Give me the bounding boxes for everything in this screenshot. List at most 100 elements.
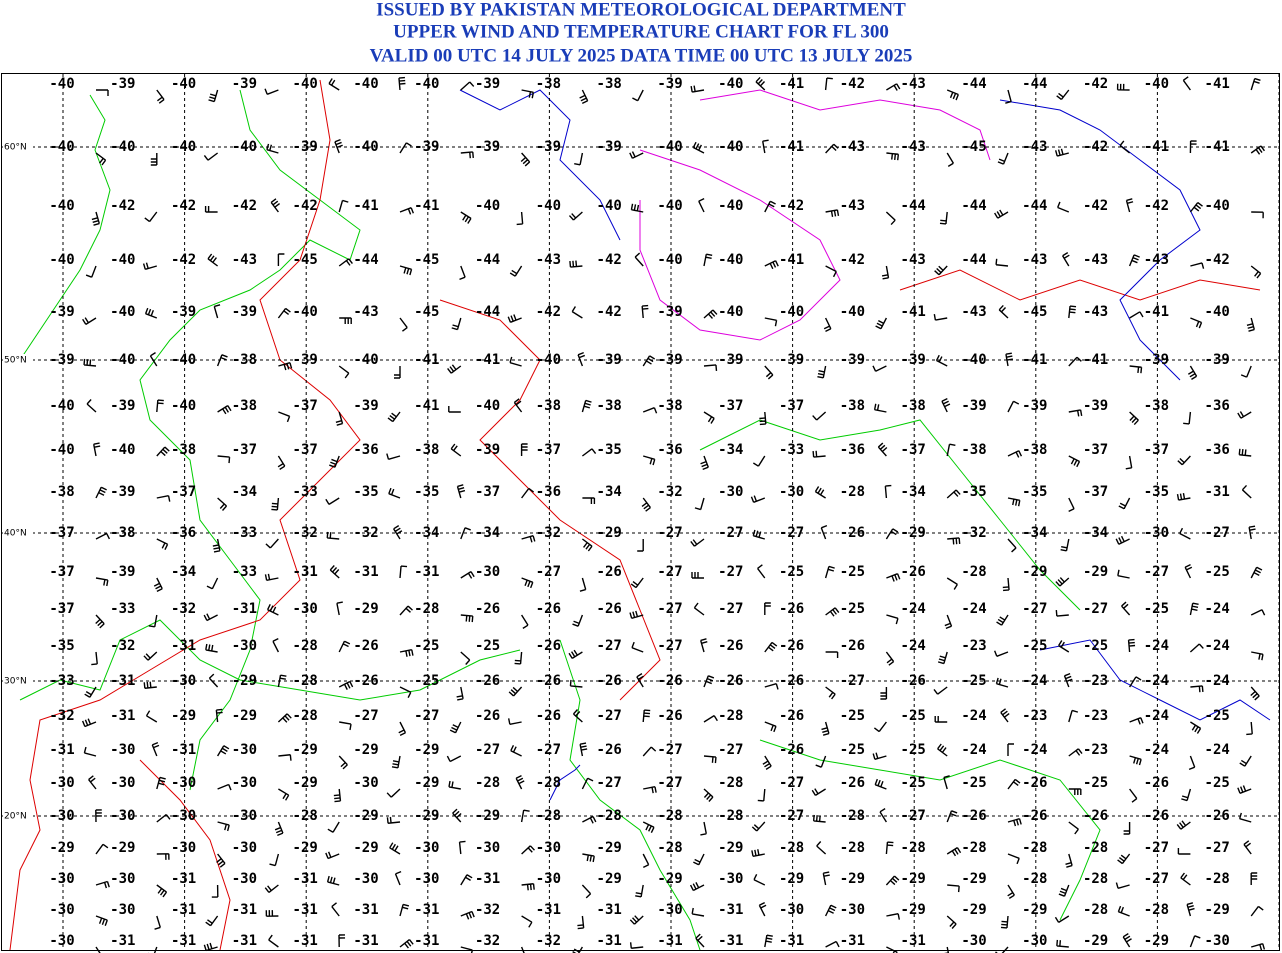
wind-barb (386, 788, 401, 798)
temperature-label: -30 (110, 742, 135, 758)
temperature-label: -39 (657, 304, 682, 320)
wind-barb (95, 843, 109, 855)
temperature-label: -27 (475, 742, 500, 758)
wind-barb (820, 524, 828, 540)
temperature-label: -26 (597, 601, 622, 617)
wind-barb (205, 915, 219, 927)
wind-barb (1176, 820, 1191, 830)
wind-barb (1062, 252, 1070, 267)
temperature-label: -33 (232, 525, 257, 541)
wind-barb (399, 686, 412, 698)
temperature-label: -25 (475, 638, 500, 654)
temperature-label: -25 (840, 601, 865, 617)
temperature-label: -30 (232, 840, 257, 856)
wind-barb (508, 686, 523, 697)
temperature-label: -43 (1083, 252, 1108, 268)
wind-barb (460, 614, 474, 623)
temperature-label: -25 (1083, 638, 1108, 654)
temperature-label: -29 (414, 775, 439, 791)
temperature-label: -28 (597, 808, 622, 824)
wind-barb (689, 882, 705, 892)
wind-barb (386, 453, 401, 460)
wind-barb (338, 199, 349, 213)
wind-barb (817, 365, 827, 379)
temperature-label: -27 (597, 638, 622, 654)
wind-barb (460, 946, 474, 953)
wind-barb (873, 721, 887, 733)
temperature-label: -40 (353, 76, 378, 92)
coastline (759, 739, 1101, 921)
wind-barb (264, 884, 279, 893)
river (549, 764, 581, 801)
wind-barb (946, 915, 957, 929)
temperature-label: -26 (779, 601, 804, 617)
wind-barb (581, 884, 592, 899)
wind-barb (939, 211, 948, 225)
wind-barb (1250, 872, 1258, 885)
wind-barb (579, 742, 588, 757)
temperature-label: -24 (1205, 601, 1230, 617)
wind-barb (521, 883, 535, 891)
wind-barb (1000, 915, 1009, 929)
temperature-label: -27 (779, 775, 804, 791)
wind-barb (886, 152, 900, 161)
temperature-label: -26 (536, 708, 561, 724)
temperature-label: -42 (171, 198, 196, 214)
wind-barb (328, 78, 340, 91)
wind-barb (1115, 882, 1130, 889)
temperature-label: -27 (657, 564, 682, 580)
temperature-label: -40 (414, 76, 439, 92)
temperature-label: -38 (536, 76, 561, 92)
wind-barb (393, 525, 403, 540)
temperature-label: -29 (597, 840, 622, 856)
wind-barb (753, 874, 766, 886)
temperature-label: -30 (353, 871, 378, 887)
header-line: ISSUED BY PAKISTAN METEOROLOGICAL DEPART… (376, 0, 906, 20)
temperature-label: -30 (718, 484, 743, 500)
wind-barb (1068, 305, 1077, 319)
wind-barb (993, 650, 1009, 657)
temperature-label: -44 (1022, 198, 1047, 214)
temperature-label: -30 (536, 871, 561, 887)
latitude-label: 30°N (4, 677, 27, 687)
temperature-label: -38 (901, 398, 926, 414)
wind-barb (758, 901, 767, 917)
wind-barb (873, 403, 887, 413)
wind-barb (1005, 352, 1013, 367)
temperature-label: -29 (1022, 902, 1047, 918)
temperature-label: -37 (901, 442, 926, 458)
coastline (559, 639, 701, 951)
temperature-label: -26 (901, 673, 926, 689)
temperature-label: -44 (901, 198, 926, 214)
wind-barb (694, 497, 705, 511)
wind-barb (1250, 145, 1265, 155)
wind-barb (211, 884, 219, 898)
temperature-label: -34 (901, 484, 926, 500)
temperature-label: -41 (1205, 76, 1230, 92)
temperature-label: -39 (1083, 398, 1108, 414)
temperature-label: -30 (232, 775, 257, 791)
wind-barb (216, 354, 228, 367)
wind-barb (811, 788, 826, 796)
temperature-label: -39 (840, 352, 865, 368)
wind-barb (642, 746, 657, 757)
wind-barb (1129, 755, 1142, 766)
wind-barb (757, 564, 766, 579)
wind-barb (156, 538, 169, 550)
temperature-label: -39 (232, 304, 257, 320)
temperature-label: -24 (961, 601, 986, 617)
wind-barb (331, 902, 340, 917)
wind-barb (885, 841, 894, 855)
wind-barb (995, 258, 1009, 267)
temperature-label: -45 (293, 252, 318, 268)
wind-barb (886, 573, 901, 582)
wind-barb (996, 614, 1009, 626)
latitude-label-bg (3, 527, 33, 539)
wind-barb (81, 718, 97, 728)
wind-barb (206, 577, 219, 590)
wind-barb (1058, 884, 1070, 897)
wind-barb (507, 314, 522, 323)
temperature-label: -31 (232, 601, 257, 617)
temperature-label: -42 (779, 198, 804, 214)
